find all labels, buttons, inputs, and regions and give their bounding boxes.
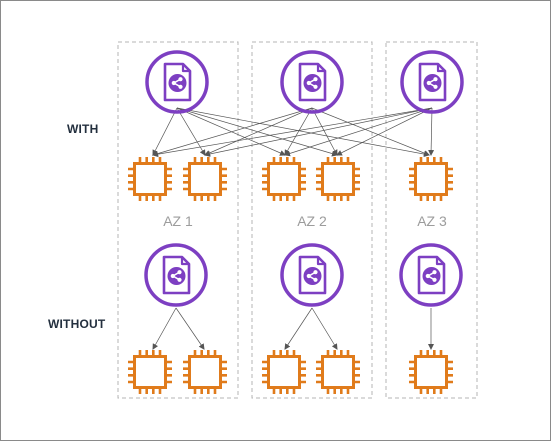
connection-arrow [284, 107, 313, 156]
ec2-instance-icon [314, 155, 362, 203]
zone-local-arrows [152, 307, 434, 350]
load-balancer-icon [144, 243, 208, 307]
with-label: WITH [67, 122, 99, 136]
connection-arrow [336, 107, 433, 156]
zone-frame-az1 [117, 41, 239, 399]
ec2-instance-icon [314, 348, 362, 396]
connection-arrow [152, 307, 177, 350]
ec2-instance-icon [407, 348, 455, 396]
ec2-instance-icon [126, 155, 174, 203]
connection-arrow [176, 107, 286, 156]
connection-arrow [152, 107, 433, 158]
az-label-1: AZ 1 [163, 213, 193, 229]
without-label: WITHOUT [48, 317, 106, 331]
ec2-instance-icon [407, 155, 455, 203]
ec2-instance-icon [260, 155, 308, 203]
ec2-instance-icon [126, 348, 174, 396]
connection-arrow [152, 107, 178, 156]
connection-arrow [311, 107, 338, 156]
connection-arrow [204, 107, 433, 157]
load-balancer-icon [145, 50, 209, 114]
connection-arrow [175, 307, 205, 350]
zone-frame-az3 [385, 41, 478, 399]
az-label-3: AZ 3 [417, 213, 447, 229]
connection-arrow [284, 307, 313, 350]
connection-arrow [311, 107, 430, 156]
az-label-2: AZ 2 [297, 213, 327, 229]
load-balancer-icon [280, 50, 344, 114]
connection-arrow [284, 107, 433, 157]
load-balancer-icon [400, 50, 464, 114]
ec2-instance-icon [181, 348, 229, 396]
ec2-instance-icon [181, 155, 229, 203]
connection-arrow [204, 107, 313, 156]
ec2-instance-icon [260, 348, 308, 396]
cross-zone-arrows [152, 107, 435, 158]
zone-frame-az2 [251, 41, 373, 399]
load-balancer-icon [280, 243, 344, 307]
connection-arrow [311, 307, 338, 350]
connection-arrow [152, 107, 313, 157]
connection-arrow [428, 107, 435, 156]
load-balancer-icon [399, 243, 463, 307]
connection-arrow [176, 107, 430, 158]
